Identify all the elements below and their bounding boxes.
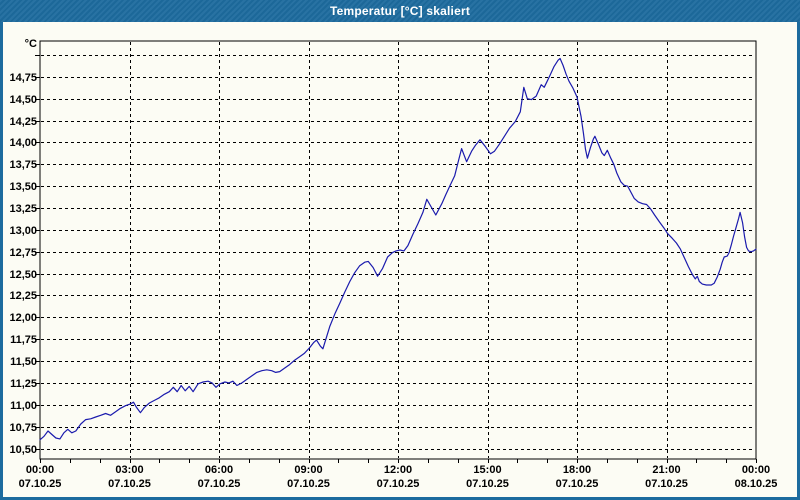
- x-tick-date-label: 07.10.25: [555, 478, 599, 490]
- y-tick-label: 12,75: [9, 246, 37, 259]
- window-title: Temperatur [°C] skaliert: [329, 4, 471, 18]
- x-tick-time-label: 21:00: [652, 464, 681, 476]
- y-tick-label: 14,00: [9, 136, 37, 149]
- y-tick-label: 11,75: [10, 333, 37, 346]
- x-tick-date-label: 07.10.25: [18, 478, 62, 490]
- x-tick-time-label: 12:00: [383, 464, 413, 476]
- y-tick-label: 14,50: [9, 93, 37, 106]
- chart-area: [3, 22, 797, 497]
- y-tick-label: 11,25: [10, 377, 37, 390]
- x-tick-date-label: 07.10.25: [466, 478, 509, 490]
- x-tick-time-label: 00:00: [25, 464, 55, 476]
- y-tick-label: 14,75: [9, 71, 37, 84]
- plot-border: [39, 40, 757, 460]
- y-tick-label: 10,75: [9, 421, 37, 434]
- y-axis-unit-label: °C: [24, 38, 37, 50]
- x-tick-time-label: 15:00: [473, 464, 502, 476]
- x-tick-time-label: 18:00: [562, 464, 592, 476]
- temperature-line: [39, 57, 757, 441]
- y-tick-label: 13,25: [9, 202, 37, 215]
- x-tick-date-label: 08.10.25: [734, 478, 778, 490]
- x-tick-date-label: 07.10.25: [108, 478, 151, 490]
- y-tick-label: 11,00: [10, 399, 37, 412]
- y-tick-label: 13,50: [9, 180, 37, 193]
- x-tick-date-label: 07.10.25: [376, 478, 420, 490]
- y-tick-label: 12,50: [9, 268, 37, 281]
- y-tick-label: 14,25: [9, 115, 37, 128]
- x-tick-time-label: 06:00: [204, 464, 234, 476]
- y-tick-label: 13,75: [9, 158, 37, 171]
- x-tick-date-label: 07.10.25: [197, 478, 241, 490]
- x-tick-time-label: 00:00: [741, 464, 771, 476]
- y-tick-label: 10,50: [9, 443, 37, 456]
- y-tick-label: 12,25: [9, 289, 37, 302]
- x-tick-date-label: 07.10.25: [645, 478, 688, 490]
- y-tick-label: 13,00: [9, 224, 37, 237]
- x-tick-time-label: 09:00: [294, 464, 323, 476]
- y-tick-label: 11,50: [10, 355, 37, 368]
- x-tick-time-label: 03:00: [115, 464, 144, 476]
- y-tick-label: 12,00: [9, 311, 37, 324]
- x-tick-date-label: 07.10.25: [287, 478, 330, 490]
- title-bar[interactable]: Temperatur [°C] skaliert: [0, 0, 800, 22]
